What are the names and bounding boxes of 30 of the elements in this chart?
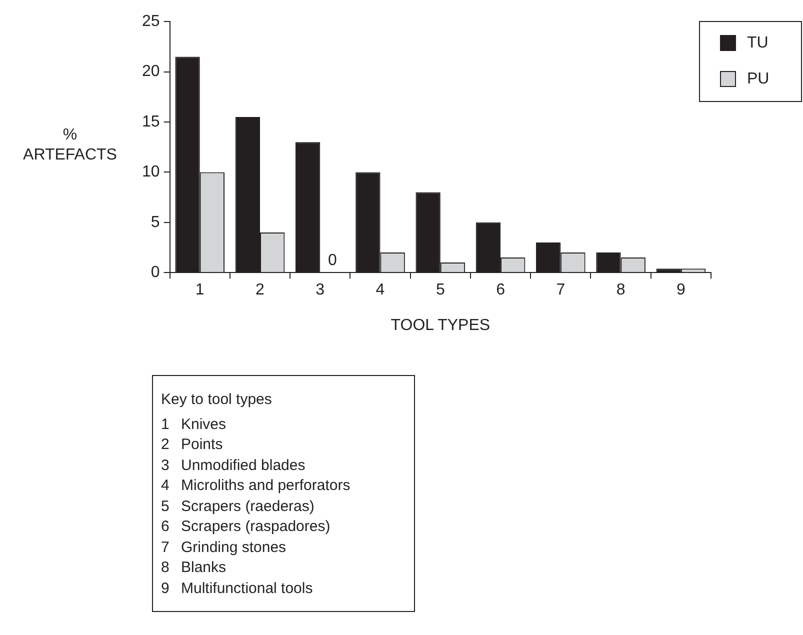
text: Key to tool types [161,390,273,410]
x-axis-title: TOOL TYPES [390,316,490,334]
x-tick-label: 3 [316,282,325,299]
x-tick-label: 1 [195,282,204,299]
y-tick-label: 10 [142,164,160,181]
text: 1 Knives [161,414,226,434]
y-tick-label: 0 [150,264,160,282]
legend-label: PU [747,70,770,88]
x-tick-label: 8 [616,282,626,299]
text: 7 Grinding stones [161,538,286,558]
data-label: 0 [328,252,338,270]
y-axis-title: % ARTEFACTS [23,126,117,164]
text: 8 Blanks [161,558,226,578]
y-tick-label: 25 [142,13,160,30]
y-tick-label: 20 [142,63,160,80]
y-tick-label: 15 [142,113,160,130]
x-tick-label: 5 [436,282,445,299]
text: 3 Unmodified blades [161,456,306,476]
y-tick-label: 5 [150,214,160,231]
x-tick-label: 2 [256,282,265,299]
text: 5 Scrapers (raederas) [161,496,314,516]
text: 6 Scrapers (raspadores) [161,517,330,537]
legend-label: TU [747,34,768,52]
x-tick-label: 4 [376,282,385,299]
text: 9 Multifunctional tools [161,578,313,598]
x-tick-label: 9 [676,282,686,299]
x-tick-label: 6 [496,282,506,299]
text: 4 Microliths and perforators [161,476,350,496]
text: 2 Points [161,435,223,455]
x-tick-label: 7 [556,282,566,299]
